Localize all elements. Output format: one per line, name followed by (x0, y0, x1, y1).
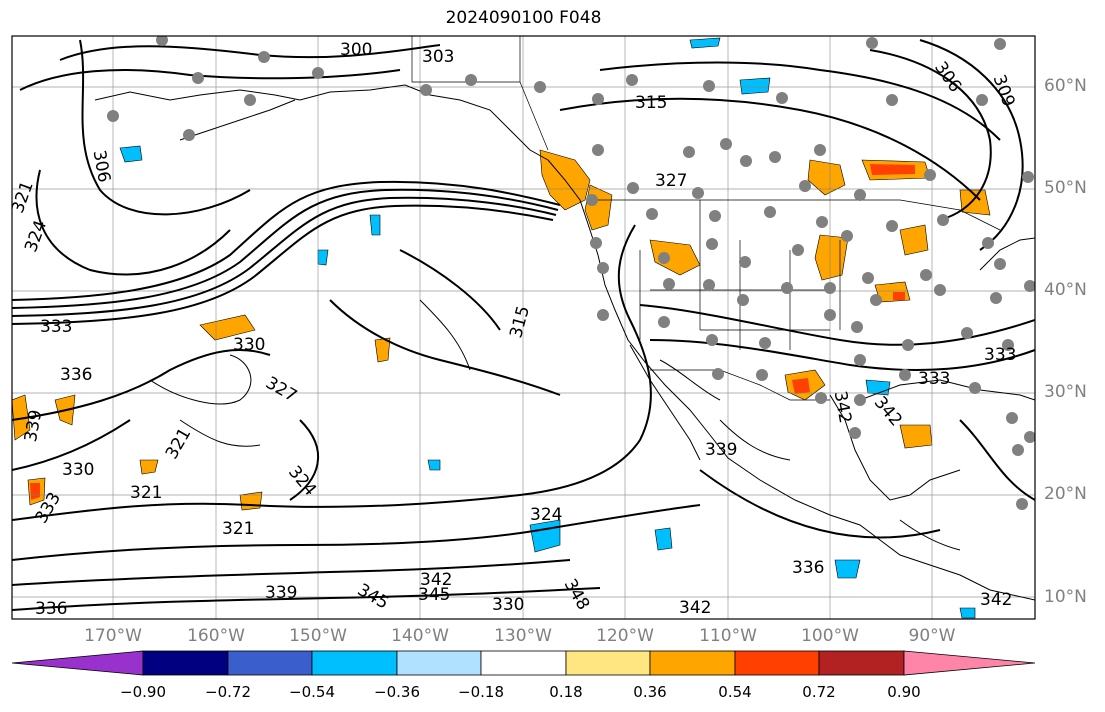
station-markers (107, 36, 1035, 510)
lat-label: 30°N (1044, 382, 1087, 402)
colorbar-segment (227, 650, 313, 676)
contour-label: 330 (233, 335, 265, 355)
strong-positive-shading (30, 164, 915, 500)
colorbar-segment (480, 650, 567, 676)
colorbar-tick-label: 0.72 (802, 683, 836, 701)
contour-label: 321 (222, 519, 254, 539)
contour-label: 330 (492, 595, 524, 615)
contour-label: 321 (130, 483, 162, 503)
lon-label: 140°W (391, 626, 449, 646)
contour-label: 333 (40, 317, 72, 337)
lon-label: 120°W (596, 626, 654, 646)
contour-label: 300 (340, 40, 372, 60)
contour-label: 345 (418, 585, 450, 605)
colorbar-tick-label: 0.54 (718, 683, 752, 701)
contour-label: 339 (705, 440, 737, 460)
colorbar-segment (311, 650, 398, 676)
colorbar-segment (734, 650, 820, 676)
colorbar-extend-right (903, 650, 1036, 676)
map-background (12, 36, 1035, 619)
contour-label: 315 (635, 93, 667, 113)
lon-label: 110°W (699, 626, 757, 646)
colorbar-segment (818, 650, 905, 676)
colorbar-segment (565, 650, 651, 676)
theta-contours (12, 39, 1035, 611)
colorbar-segment (142, 650, 229, 676)
lat-label: 20°N (1044, 484, 1087, 504)
lon-label: 160°W (187, 626, 245, 646)
map-title: 2024090100 F048 (445, 8, 602, 28)
contour-label: 336 (792, 558, 824, 578)
contour-label: 336 (35, 599, 67, 619)
contour-label: 342 (679, 598, 711, 618)
colorbar-tick-label: −0.54 (289, 683, 335, 701)
colorbar-tick-label: −0.18 (458, 683, 504, 701)
contour-label: 342 (980, 590, 1012, 610)
lon-label: 130°W (494, 626, 552, 646)
colorbar-tick-label: 0.90 (887, 683, 921, 701)
lon-label: 90°W (908, 626, 956, 646)
contour-label: 333 (918, 369, 950, 389)
lat-label: 60°N (1044, 76, 1087, 96)
colorbar-tick-label: 0.36 (633, 683, 667, 701)
lon-label: 170°W (84, 626, 142, 646)
colorbar-segment (649, 650, 736, 676)
contour-label: 324 (530, 505, 562, 525)
colorbar-tick-label: −0.72 (205, 683, 251, 701)
colorbar-tick-label: 0.18 (549, 683, 583, 701)
colorbar-segment (396, 650, 482, 676)
map-frame (11, 35, 1036, 620)
contour-label: 330 (62, 460, 94, 480)
contour-label: 339 (265, 583, 297, 603)
lat-label: 40°N (1044, 280, 1087, 300)
colorbar-extend-left (11, 650, 144, 676)
contour-label: 342 (420, 570, 452, 590)
contour-label: 336 (60, 365, 92, 385)
lat-label: 50°N (1044, 178, 1087, 198)
lon-label: 100°W (801, 626, 859, 646)
contour-labels: 300 303 306 306 309 315 315 321 321 321 … (12, 40, 1018, 619)
contour-label: 333 (984, 345, 1016, 365)
lat-label: 10°N (1044, 587, 1087, 607)
contour-label: 327 (655, 171, 687, 191)
thin-contours (149, 299, 961, 551)
colorbar (11, 650, 1036, 676)
colorbar-tick-label: −0.36 (374, 683, 420, 701)
lon-label: 150°W (289, 626, 347, 646)
contour-label: 303 (422, 47, 454, 67)
colorbar-tick-label: −0.90 (120, 683, 166, 701)
